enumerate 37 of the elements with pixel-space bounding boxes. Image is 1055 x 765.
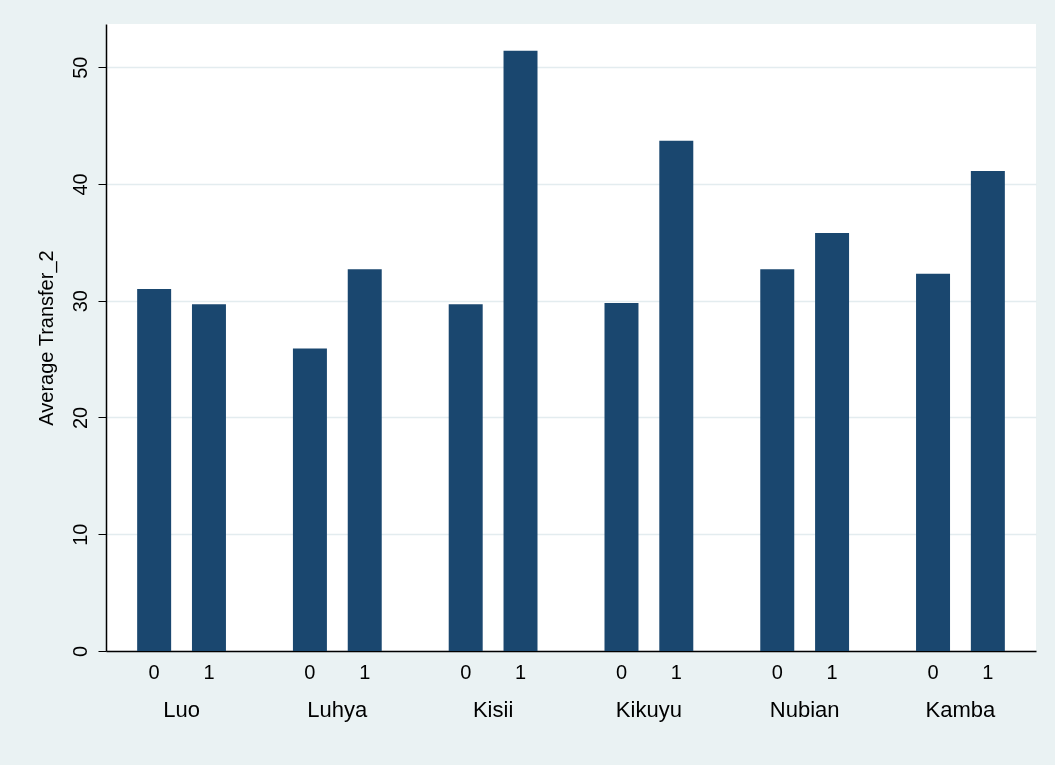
text: 0 xyxy=(927,661,939,683)
x-tick-label: Kamba xyxy=(925,696,997,722)
text: 0 xyxy=(460,661,472,683)
bar xyxy=(604,303,639,651)
y-tick-label: 0 xyxy=(68,645,91,658)
bar xyxy=(916,273,951,651)
bar xyxy=(970,171,1005,651)
x-tick-label: Luhya xyxy=(307,696,369,722)
text: 1 xyxy=(359,661,371,683)
x-tick-label: Kisii xyxy=(472,696,514,722)
bar xyxy=(760,269,795,651)
x-tick-label: Nubian xyxy=(769,696,840,722)
y-tick-label: 10 xyxy=(68,523,91,546)
x-tick-label: Luo xyxy=(163,696,200,722)
y-axis-title: Average Transfer_2 xyxy=(34,250,58,426)
y-tick-label: 30 xyxy=(68,290,91,313)
bar xyxy=(347,269,382,651)
text: 0 xyxy=(615,661,628,683)
text: 1 xyxy=(826,661,838,683)
text: 1 xyxy=(514,661,527,683)
y-tick-label: 50 xyxy=(68,56,91,79)
series-label: 1 xyxy=(203,661,215,683)
y-tick-label: 20 xyxy=(68,406,91,430)
text: 1 xyxy=(670,661,682,683)
bar xyxy=(137,289,172,651)
text: 1 xyxy=(982,661,994,683)
bar xyxy=(659,140,694,651)
bar xyxy=(503,50,538,651)
y-tick-label: 40 xyxy=(68,173,91,196)
x-tick-label: Kikuyu xyxy=(615,696,682,722)
bar xyxy=(292,348,327,651)
bar xyxy=(815,233,850,651)
bar xyxy=(191,304,226,651)
text: 0 xyxy=(304,661,316,683)
series-label: 0 xyxy=(148,661,160,683)
text: 0 xyxy=(771,661,783,683)
bar xyxy=(448,304,483,651)
